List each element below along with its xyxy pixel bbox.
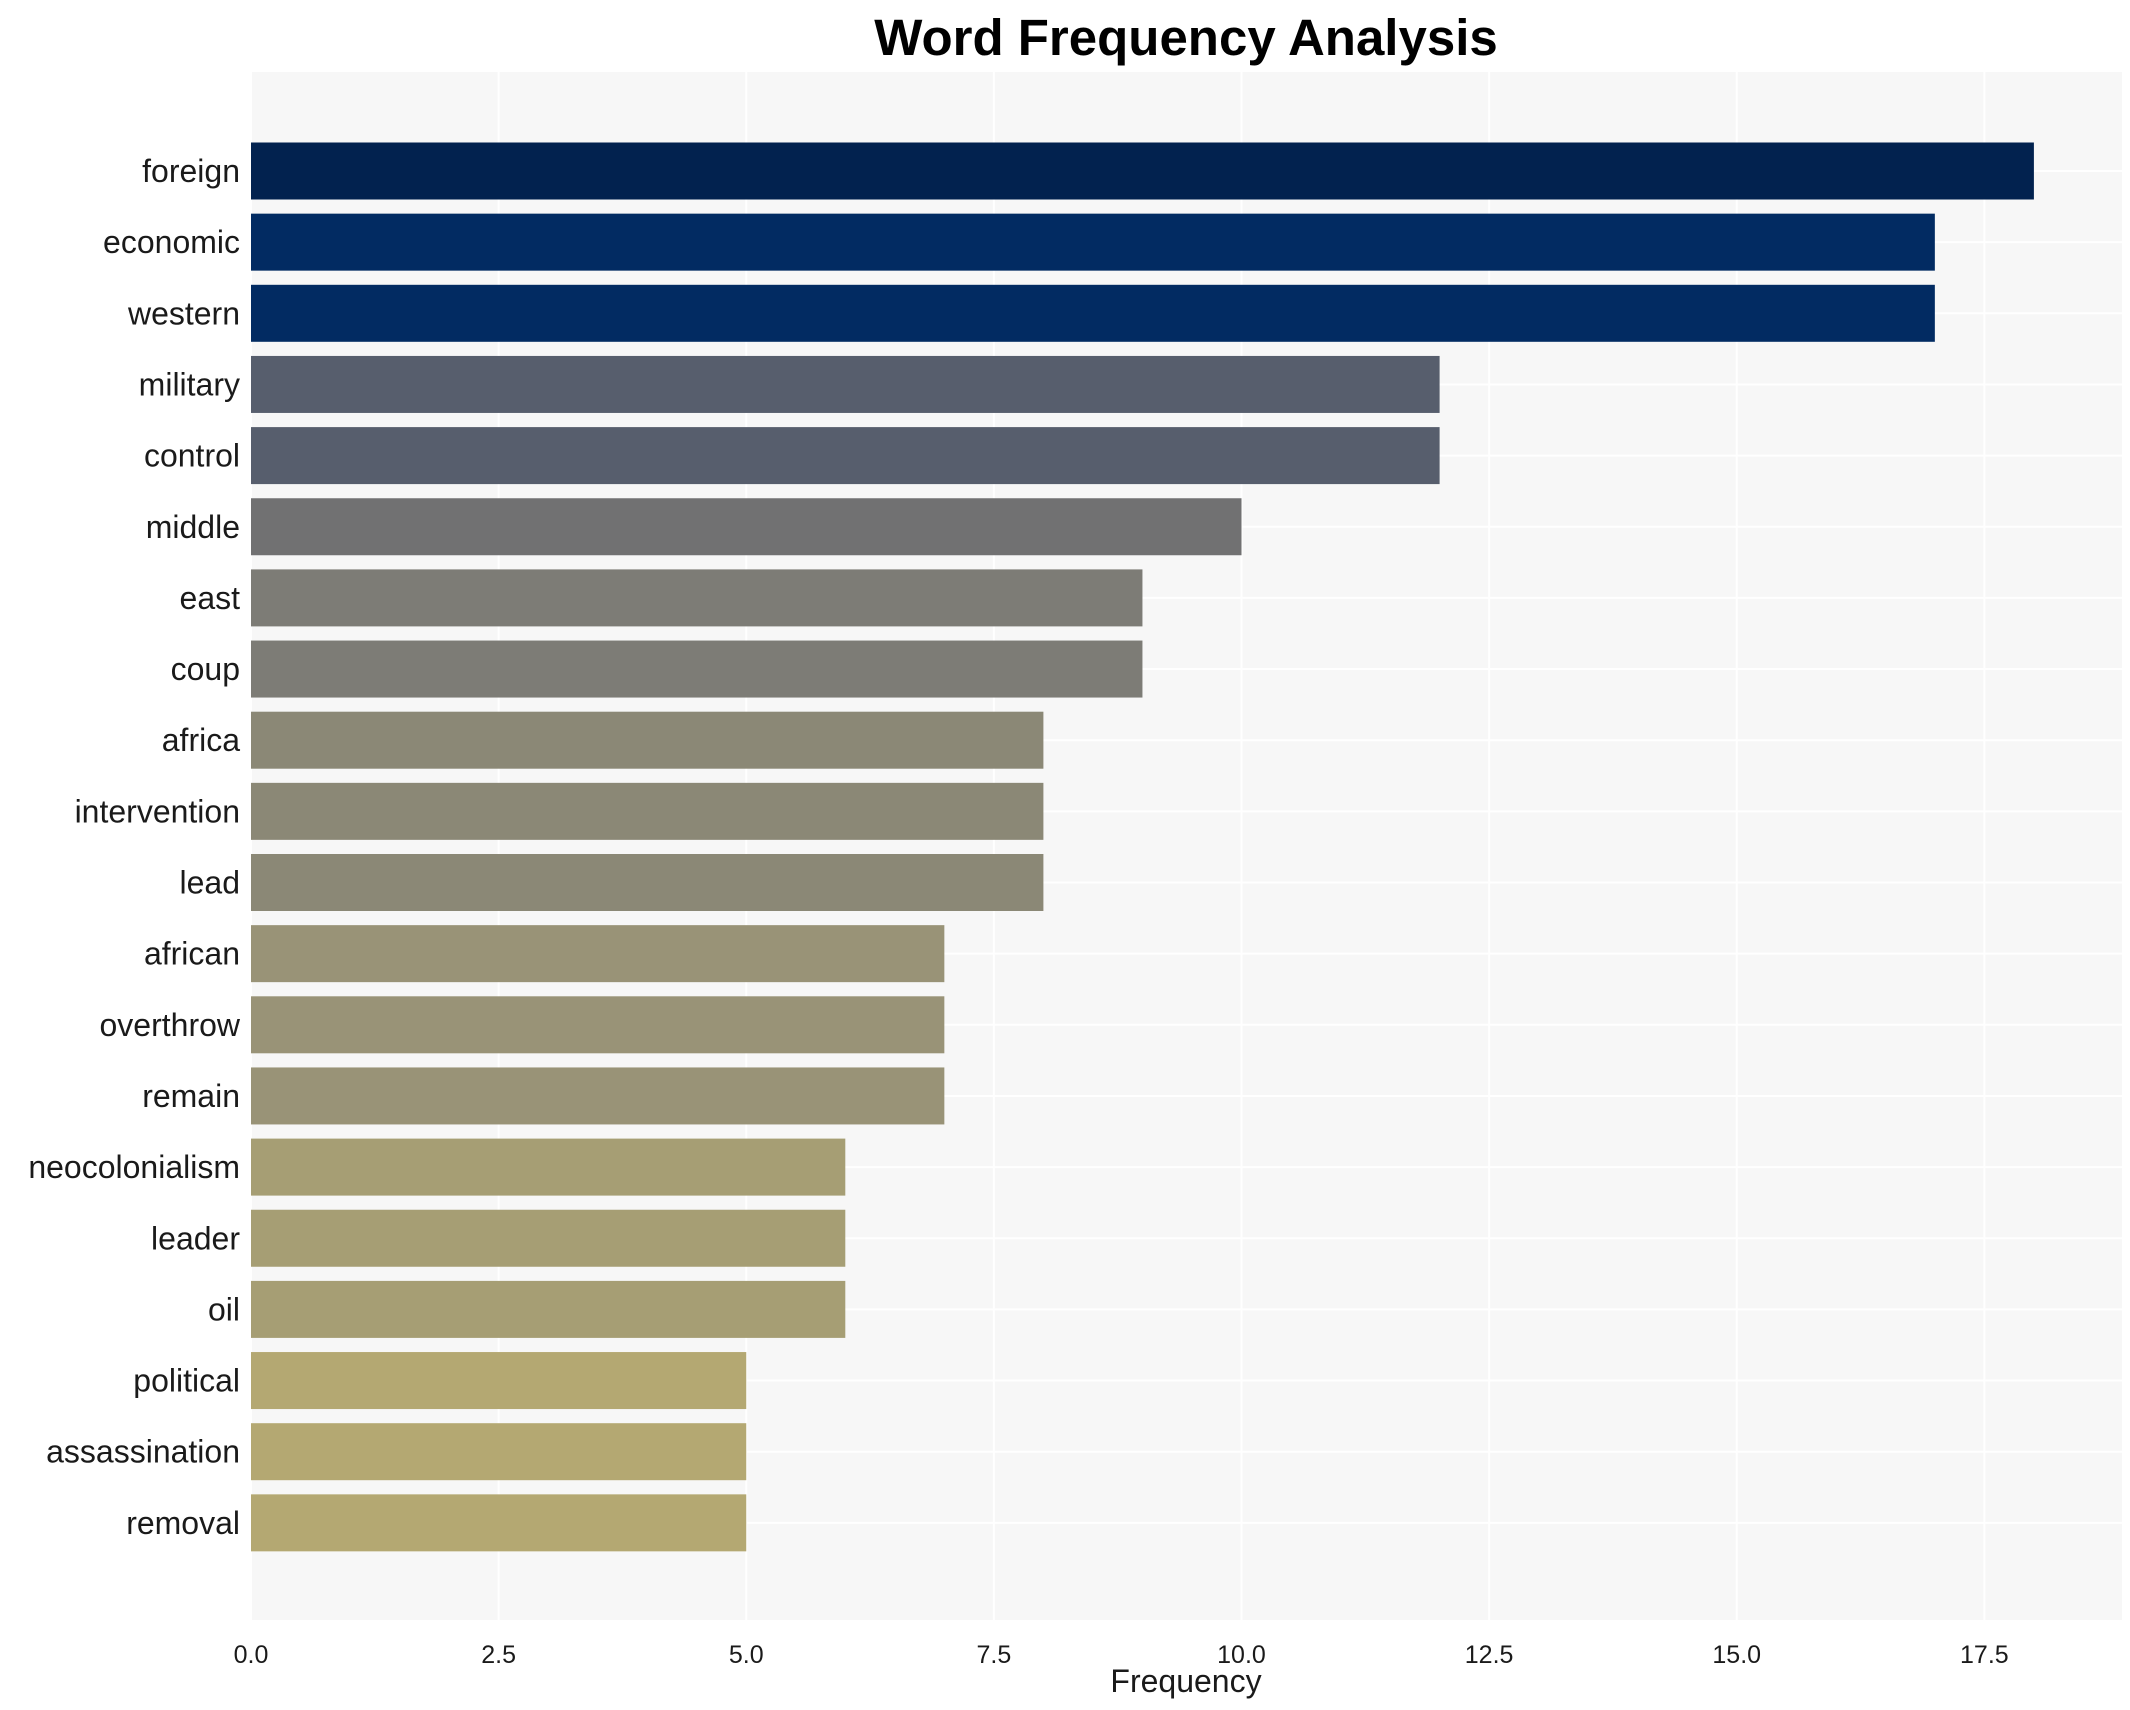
bar-intervention [251,782,1044,840]
bar-assassination [251,1423,747,1481]
category-label-middle: middle [146,509,240,545]
bar-economic [251,213,1935,271]
bar-western [251,284,1935,342]
bar-removal [251,1494,747,1552]
bar-control [251,427,1440,485]
bar-political [251,1352,747,1410]
category-label-leader: leader [151,1220,240,1256]
category-label-assassination: assassination [46,1434,240,1470]
category-labels: foreign economic western military control mid… [28,153,241,1541]
category-label-african: african [144,936,240,972]
bar-overthrow [251,996,945,1054]
bar-foreign [251,142,2034,200]
category-label-africa: africa [162,722,240,758]
bar-lead [251,854,1044,911]
x-tick-label: 0.0 [234,1641,269,1669]
bar-african [251,925,945,983]
category-label-coup: coup [171,651,240,687]
bars [251,142,2034,1552]
bar-middle [251,498,1242,556]
category-label-economic: economic [103,224,240,260]
x-tick-label: 12.5 [1465,1641,1514,1669]
chart-title: Word Frequency Analysis [874,9,1498,66]
x-tick-label: 15.0 [1712,1641,1761,1669]
category-label-control: control [144,438,240,474]
bar-africa [251,711,1044,769]
bar-oil [251,1280,846,1338]
bar-military [251,355,1440,413]
category-label-remain: remain [142,1078,240,1114]
x-tick-label: 5.0 [729,1641,764,1669]
category-label-political: political [133,1363,240,1399]
bar-remain [251,1067,945,1125]
x-tick-label: 2.5 [481,1641,516,1669]
category-label-intervention: intervention [75,793,240,829]
category-label-western: western [127,295,240,331]
x-tick-label: 17.5 [1960,1641,2009,1669]
category-label-overthrow: overthrow [100,1007,241,1043]
category-label-military: military [139,366,240,402]
category-label-neocolonialism: neocolonialism [28,1149,240,1185]
category-label-removal: removal [126,1505,240,1541]
x-tick-label: 7.5 [976,1641,1011,1669]
bar-coup [251,640,1143,698]
x-axis-label: Frequency [1110,1663,1261,1699]
bar-neocolonialism [251,1138,846,1196]
category-label-foreign: foreign [142,153,240,189]
x-tick-labels: 0.0 2.5 5.0 7.5 10.0 12.5 15.0 17.5 [234,1641,2009,1669]
category-label-oil: oil [208,1291,240,1327]
bar-east [251,569,1143,627]
category-label-lead: lead [180,865,241,901]
x-tick-label: 10.0 [1217,1641,1266,1669]
category-label-east: east [180,580,241,616]
bar-leader [251,1209,846,1267]
